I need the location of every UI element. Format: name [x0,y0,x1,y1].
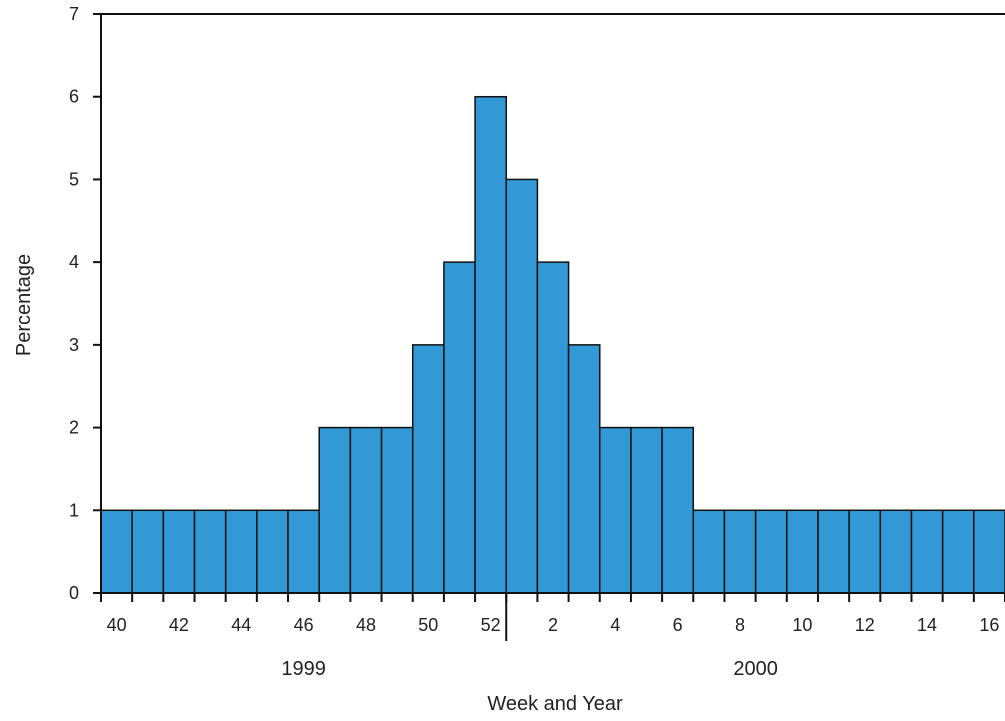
x-tick-label-week-16: 16 [979,615,999,635]
x-tick-label-week-2: 2 [548,615,558,635]
y-ticks-group: 0 1 2 3 4 5 6 7 [69,4,101,603]
bar-week-52 [474,95,507,594]
x-tick-label-week-40: 40 [107,615,127,635]
bar-week-5 [630,426,663,594]
x-tick-label-week-44: 44 [231,615,251,635]
x-ticks-group: 40 42 44 46 48 50 52 2 4 6 8 10 12 14 16 [100,593,1005,635]
x-tick-label-week-4: 4 [610,615,620,635]
x-tick-label-week-14: 14 [917,615,937,635]
bar-week-1 [505,178,539,594]
bar-week-50 [411,344,445,594]
x-tick-label-week-10: 10 [792,615,812,635]
bar-week-51 [443,261,476,594]
y-axis-title: Percentage [13,254,35,356]
y-tick-label: 0 [69,583,79,603]
bar-week-16 [973,509,1005,594]
y-tick-label: 1 [69,500,79,520]
y-tick-label: 4 [69,252,79,272]
bar-week-10 [786,509,819,594]
bar-week-47 [318,426,352,594]
axes-group [100,13,1005,641]
bar-week-44 [224,509,258,594]
bar-week-45 [256,509,289,594]
bar-week-13 [879,509,913,594]
y-tick-label: 7 [69,4,79,24]
bar-week-12 [848,509,882,594]
year-labels-group: 1999 2000 [281,658,778,680]
bar-week-9 [754,509,788,594]
bar-week-41 [131,509,165,594]
x-tick-label-week-6: 6 [673,615,683,635]
x-tick-label-week-12: 12 [855,615,875,635]
x-tick-label-week-42: 42 [169,615,189,635]
y-tick-label: 6 [69,87,79,107]
bar-week-3 [567,344,601,594]
bar-week-7 [692,509,726,594]
x-tick-label-week-48: 48 [356,615,376,635]
bar-week-15 [941,509,975,594]
bar-week-8 [723,509,757,594]
bar-week-4 [599,426,632,594]
x-tick-label-week-46: 46 [294,615,314,635]
x-tick-label-week-52: 52 [481,615,501,635]
bar-week-6 [661,426,695,594]
x-tick-label-week-8: 8 [735,615,745,635]
bar-week-43 [193,509,227,594]
bar-week-46 [287,509,320,594]
bar-week-49 [380,426,414,594]
bar-week-14 [910,509,944,594]
bars-group [100,95,1005,594]
year-label-1999: 1999 [281,658,326,680]
bar-week-11 [817,509,850,594]
y-tick-label: 2 [69,418,79,438]
year-label-2000: 2000 [733,658,778,680]
y-tick-label: 3 [69,335,79,355]
y-tick-label: 5 [69,169,79,189]
x-tick-label-week-50: 50 [418,615,438,635]
x-axis-title: Week and Year [487,693,623,715]
bar-week-2 [536,261,570,594]
bar-week-48 [349,426,383,594]
bar-week-42 [162,509,196,594]
bar-week-40 [100,509,133,594]
